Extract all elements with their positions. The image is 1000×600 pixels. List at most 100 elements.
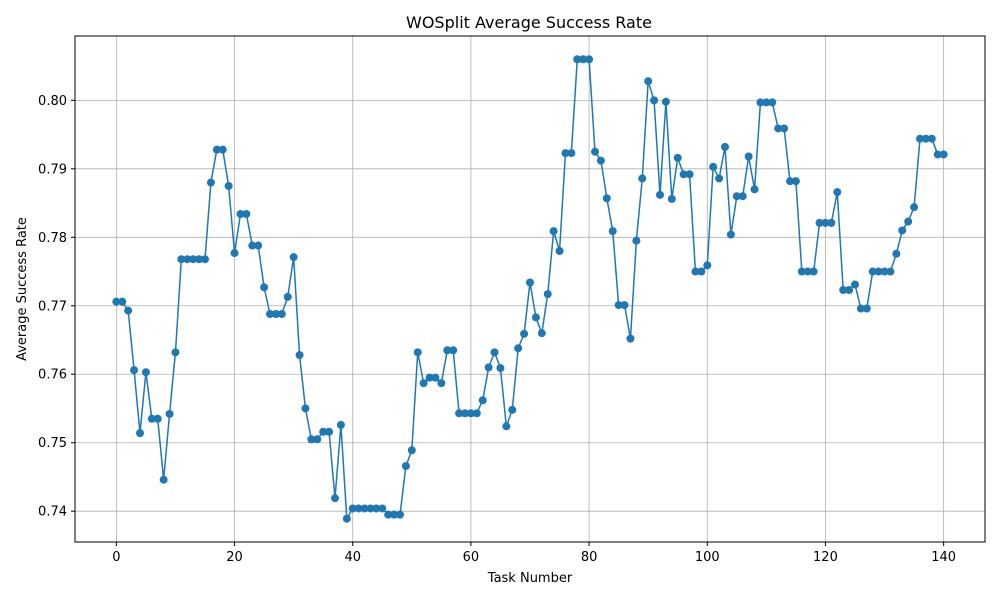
data-point (815, 218, 824, 227)
data-point (271, 309, 280, 318)
data-point (537, 329, 546, 338)
data-point (266, 309, 274, 318)
data-point (809, 267, 818, 276)
data-point (667, 194, 676, 203)
data-point (212, 145, 221, 154)
data-point (531, 313, 540, 322)
data-point (650, 96, 659, 105)
data-point (939, 150, 948, 159)
data-point (839, 286, 848, 295)
data-point (260, 283, 269, 292)
data-point (307, 435, 316, 444)
data-point (874, 267, 883, 276)
data-point (868, 267, 877, 276)
data-point (354, 504, 363, 513)
data-point (526, 278, 534, 287)
data-point (715, 174, 724, 183)
data-point (496, 364, 505, 373)
data-point (591, 147, 599, 156)
data-point (372, 504, 381, 513)
x-tick-label: 120 (813, 550, 838, 565)
x-axis-label: Task Number (487, 571, 573, 586)
data-point (679, 170, 688, 179)
data-point (136, 429, 144, 438)
data-point (862, 304, 871, 313)
x-tick-label: 0 (112, 550, 120, 565)
series-line (116, 58, 944, 522)
data-point (602, 194, 611, 203)
data-point (443, 346, 452, 355)
data-point (608, 227, 617, 236)
data-point (673, 153, 682, 162)
data-point (661, 97, 670, 106)
data-point (892, 249, 901, 258)
data-point (916, 134, 924, 143)
data-point (319, 427, 328, 436)
data-point (141, 368, 150, 377)
data-point (201, 255, 209, 264)
data-point (780, 124, 789, 133)
data-point (685, 170, 694, 179)
data-point (277, 309, 286, 318)
y-tick-label: 0.74 (38, 505, 67, 520)
data-point (425, 373, 434, 382)
y-tick-label: 0.78 (38, 231, 67, 246)
data-point (880, 267, 889, 276)
data-point (348, 504, 357, 513)
y-tick-label: 0.77 (38, 299, 67, 314)
data-point (431, 373, 440, 382)
data-point (124, 306, 133, 315)
data-point (224, 181, 233, 190)
data-point (195, 255, 204, 264)
data-point (721, 142, 729, 151)
data-point (112, 297, 121, 306)
data-point (585, 55, 594, 64)
data-point (484, 363, 493, 372)
data-point (283, 292, 292, 301)
data-point (390, 510, 399, 519)
data-point (614, 301, 623, 310)
data-point (366, 504, 375, 513)
x-tick-label: 140 (931, 550, 956, 565)
x-tick-label: 80 (581, 550, 598, 565)
data-point (732, 192, 741, 201)
data-point (886, 267, 895, 276)
x-tick-label: 40 (344, 550, 361, 565)
data-point (620, 301, 629, 310)
data-point (756, 98, 765, 107)
chart-title: WOSplit Average Success Rate (406, 13, 652, 32)
data-point (520, 329, 529, 338)
data-point (638, 174, 647, 183)
data-point (508, 405, 517, 414)
data-point (230, 249, 239, 258)
x-tick-label: 100 (695, 550, 720, 565)
data-point (165, 409, 174, 418)
data-point (301, 404, 310, 413)
data-point (218, 145, 227, 154)
data-point (472, 409, 481, 418)
data-point (921, 134, 930, 143)
data-point (118, 297, 127, 306)
data-point (933, 150, 942, 159)
data-point (419, 379, 428, 388)
data-point (313, 435, 322, 444)
data-point (703, 261, 712, 270)
data-point (401, 462, 410, 470)
data-point (478, 396, 487, 405)
data-point (644, 77, 653, 86)
data-point (549, 227, 558, 236)
data-point (360, 504, 369, 513)
data-point (726, 230, 735, 239)
data-point (295, 351, 304, 360)
data-point (797, 267, 806, 276)
data-point (159, 475, 168, 484)
data-point (833, 188, 842, 197)
data-point (632, 236, 641, 245)
gridlines (75, 36, 985, 542)
y-tick-label: 0.76 (38, 368, 67, 383)
data-point (567, 149, 576, 158)
data-point (709, 162, 718, 171)
data-point (342, 514, 351, 523)
data-point (455, 409, 464, 418)
data-point (851, 280, 859, 289)
